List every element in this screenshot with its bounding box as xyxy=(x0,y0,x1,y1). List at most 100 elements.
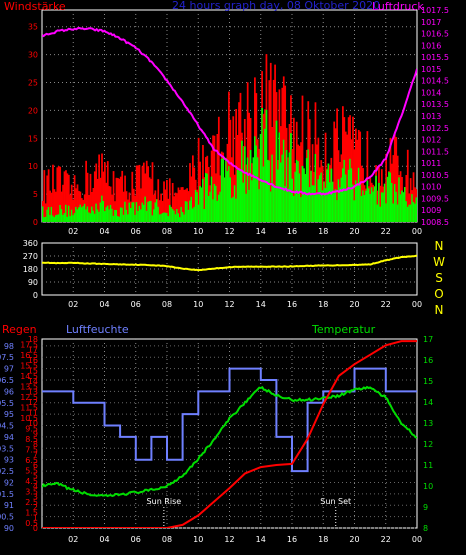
wind-gust-bar xyxy=(409,178,412,222)
rain-y-tick-label: 0.5 xyxy=(25,519,38,528)
wind-average-bar xyxy=(318,175,321,222)
wind-average-bar xyxy=(382,192,385,222)
wind-average-bar xyxy=(277,169,279,222)
wind-average-bar xyxy=(320,172,323,222)
wind-gust-bar xyxy=(272,79,275,222)
wind-gust-bar xyxy=(112,171,115,222)
wind-average-bar xyxy=(80,207,83,222)
wind-average-bar xyxy=(264,128,266,222)
wind-gust-bar xyxy=(145,160,148,222)
wind-average-bar xyxy=(330,168,333,222)
rain-y-tick-label: 16.5 xyxy=(20,351,38,360)
wind-gust-bar xyxy=(168,178,171,222)
wind-average-bar xyxy=(228,166,230,222)
wind-average-bar xyxy=(356,184,359,222)
wind-average-bar xyxy=(346,188,349,222)
pressure-y-tick-label: 1016 xyxy=(421,41,441,50)
direction-x-tick-label: 18 xyxy=(318,300,328,309)
wind-average-bar xyxy=(108,209,111,222)
wind-average-bar xyxy=(92,210,95,222)
wind-gust-bar xyxy=(121,170,124,222)
wind-gust-bar xyxy=(108,186,111,222)
wind-average-bar xyxy=(246,157,249,222)
direction-y-tick-label: 360 xyxy=(23,239,38,248)
wind-gust-bar xyxy=(197,137,200,222)
wind-average-bar xyxy=(109,204,112,222)
wind-average-bar xyxy=(190,196,193,222)
wind-gust-bar xyxy=(342,106,344,222)
wind-average-bar xyxy=(251,180,253,222)
rain-y-tick-label: 13 xyxy=(28,388,38,397)
pressure-y-tick-label: 1011 xyxy=(421,159,441,168)
humidity-y-tick-label: 93 xyxy=(4,456,14,465)
wind-gust-bar xyxy=(65,170,67,222)
wind-average-bar xyxy=(386,176,389,222)
wind-gust-bar xyxy=(163,181,165,222)
wind-gust-bar xyxy=(248,112,250,222)
wind-gust-bar xyxy=(396,155,399,222)
wind-gust-bar xyxy=(54,191,57,222)
wind-gust-bar xyxy=(300,142,302,222)
wind-gust-bar xyxy=(125,191,128,222)
wind-average-bar xyxy=(365,190,367,222)
wind-average-bar xyxy=(317,179,320,222)
wind-average-bar xyxy=(135,202,138,222)
wind-average-bar xyxy=(339,187,341,222)
wind-gust-bar xyxy=(258,148,261,222)
wind-gust-bar xyxy=(213,135,216,222)
wind-average-bar xyxy=(104,211,106,222)
wind-average-bar xyxy=(49,214,51,222)
wind-gust-bar xyxy=(207,167,210,222)
rain-y-tick-label: 9.5 xyxy=(25,424,38,433)
wind-y-tick-label: 35 xyxy=(28,23,38,32)
rain-y-tick-label: 5 xyxy=(33,472,38,481)
wind-gust-bar xyxy=(336,108,338,222)
wind-average-bar xyxy=(235,198,238,222)
wind-average-bar xyxy=(153,209,155,222)
wind-average-bar xyxy=(101,195,103,222)
humidity-y-tick-label: 94 xyxy=(4,433,14,442)
wind-average-bar xyxy=(366,180,369,222)
wind-average-bar xyxy=(393,184,396,222)
wind-average-bar xyxy=(336,200,338,222)
climate-x-tick-label: 12 xyxy=(224,535,234,544)
wind-gust-bar xyxy=(99,177,102,222)
pressure-axis-title: Luftdruck xyxy=(372,0,424,13)
wind-average-bar xyxy=(62,214,64,222)
wind-gust-bar xyxy=(333,121,336,222)
humidity-axis-title: Luftfeuchte xyxy=(66,323,129,336)
wind-y-tick-label: 10 xyxy=(28,162,38,171)
wind-average-bar xyxy=(155,199,158,222)
wind-average-bar xyxy=(219,191,222,222)
wind-average-bar xyxy=(114,209,116,222)
wind-average-bar xyxy=(131,202,134,222)
direction-axis-labels: 0 90 180 270 360 02 04 06 08 10 12 14 16 18 20 22 00 xyxy=(23,239,422,309)
compass-letter: S xyxy=(435,271,443,285)
direction-x-tick-label: 16 xyxy=(287,300,297,309)
sun-annotation-label: Sun Rise xyxy=(147,497,182,506)
wind-average-bar xyxy=(157,206,160,222)
climate-x-tick-label: 22 xyxy=(381,535,391,544)
wind-average-bar xyxy=(95,203,98,222)
wind-average-bar xyxy=(106,205,109,222)
rain-y-tick-label: 3.5 xyxy=(25,487,38,496)
wind-average-bar xyxy=(194,189,197,222)
wind-gust-bar xyxy=(72,199,75,222)
wind-average-bar xyxy=(340,177,343,222)
wind-average-bar xyxy=(242,182,245,222)
rain-y-tick-label: 14 xyxy=(28,377,38,386)
wind-average-bar xyxy=(342,168,344,222)
wind-average-bar xyxy=(359,184,362,222)
wind-gust-bar xyxy=(89,173,92,222)
wind-average-bar xyxy=(409,204,412,222)
rain-y-tick-label: 0 xyxy=(33,524,38,533)
compass-letter: O xyxy=(434,287,443,301)
wind-gust-bar xyxy=(235,109,238,222)
wind-average-bar xyxy=(160,214,163,222)
wind-average-bar xyxy=(249,150,252,222)
wind-average-bar xyxy=(383,183,386,222)
wind-average-bar xyxy=(83,203,86,222)
rain-y-tick-label: 10 xyxy=(28,419,38,428)
wind-gust-bar xyxy=(311,144,314,222)
wind-average-bar xyxy=(401,190,403,222)
